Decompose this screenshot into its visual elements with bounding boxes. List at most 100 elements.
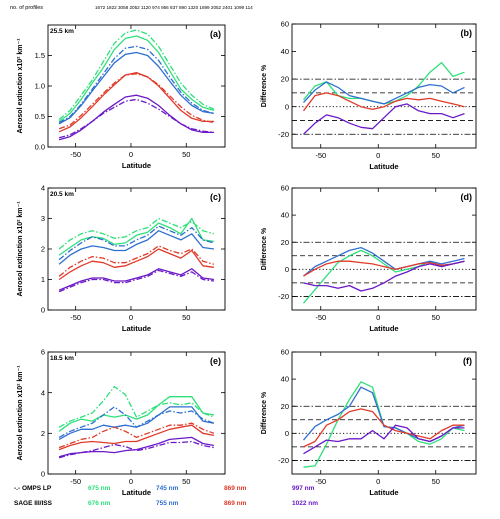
legend-instrument-label: -.- OMPS LP xyxy=(14,485,52,492)
y-tick-label: 4 xyxy=(41,184,45,193)
x-axis-label: Latitude xyxy=(369,324,398,333)
y-tick-label: 0 xyxy=(285,265,289,274)
x-tick-label: 50 xyxy=(432,477,440,486)
x-tick-label: 0 xyxy=(376,477,380,486)
y-tick-label: 0.0 xyxy=(35,143,45,152)
y-tick-label: 20 xyxy=(281,238,289,247)
x-tick-label: 0 xyxy=(376,313,380,322)
x-tick-label: -50 xyxy=(315,477,326,486)
y-tick-label: 20 xyxy=(281,75,289,84)
altitude-label: 18.5 km xyxy=(50,355,74,362)
x-tick-label: 0 xyxy=(129,313,133,322)
series-line-purple xyxy=(58,436,215,458)
series-line-blue xyxy=(58,406,215,440)
y-tick-label: 60 xyxy=(281,20,289,29)
y-tick-label: 2 xyxy=(41,245,45,254)
x-tick-label: -50 xyxy=(70,313,81,322)
y-tick-label: 40 xyxy=(281,211,289,220)
series-line-purple xyxy=(303,424,465,455)
x-axis-label: Latitude xyxy=(369,162,398,171)
x-tick-label: 0 xyxy=(129,477,133,486)
altitude-label: 25.5 km xyxy=(50,28,74,35)
series-line-purple xyxy=(58,94,214,141)
y-tick-label: 40 xyxy=(281,375,289,384)
y-tick-label: -20 xyxy=(278,130,289,139)
series-line-red xyxy=(58,245,215,277)
series-line-red xyxy=(58,73,215,130)
x-tick-label: 50 xyxy=(182,313,190,322)
x-tick-label: 50 xyxy=(432,313,440,322)
panels: -50 0 50 0.0 0.5 1.0 1.5 Latitude Aerosol extinc… xyxy=(17,20,477,497)
legend-item: 755 nm xyxy=(156,500,179,507)
series-line-blue xyxy=(58,406,215,438)
legend-item: 675 nm xyxy=(88,485,111,492)
legend-item: 997 nm xyxy=(292,485,315,492)
series-line-blue xyxy=(58,225,215,261)
plot-frame xyxy=(47,24,226,148)
series-line-green xyxy=(58,29,215,121)
y-tick-label: 40 xyxy=(281,47,289,56)
series-line-green xyxy=(58,396,215,432)
y-tick-label: -20 xyxy=(278,456,289,465)
y-axis-label: Aerosol extinction x10² km⁻¹ xyxy=(17,201,24,297)
panel-b: -50 0 50 -20 0 20 40 60 Latitude Difference % (b) xyxy=(261,20,477,171)
panel-label: (e) xyxy=(210,356,221,366)
series-line-green xyxy=(303,249,465,304)
y-tick-label: 60 xyxy=(281,348,289,357)
panel-label: (c) xyxy=(210,192,221,202)
y-tick-label: 0 xyxy=(41,306,45,315)
series-line-green xyxy=(58,35,215,122)
legend: -.- OMPS LP 675 nm 745 nm 869 nm 997 nm SAGE … xyxy=(14,485,318,507)
series-line-purple xyxy=(303,260,465,292)
plot-frame xyxy=(291,351,477,475)
x-tick-label: -50 xyxy=(70,150,81,159)
y-axis-label: Difference % xyxy=(261,227,268,270)
x-tick-label: -50 xyxy=(70,477,81,486)
y-tick-label: 1.0 xyxy=(35,82,45,91)
series-line-blue xyxy=(303,81,465,105)
plot-frame xyxy=(291,187,477,311)
series-line-purple xyxy=(58,268,214,291)
x-axis-label: Latitude xyxy=(122,324,151,333)
legend-instrument-label: SAGE III/ISS xyxy=(14,500,53,507)
panel-label: (a) xyxy=(210,29,221,39)
panel-label: (d) xyxy=(461,192,473,202)
y-axis-label: Aerosol extinction x10² km⁻¹ xyxy=(17,365,24,461)
series-line-red xyxy=(58,424,215,451)
x-tick-label: -50 xyxy=(315,313,326,322)
series-line-red xyxy=(58,422,215,449)
y-tick-label: 0 xyxy=(285,429,289,438)
series-line-blue xyxy=(58,51,215,125)
panel-d: -50 0 50 -20 0 20 40 60 Latitude Difference % (d) xyxy=(261,184,477,333)
y-tick-label: 1.5 xyxy=(35,51,45,60)
x-tick-label: 50 xyxy=(182,150,190,159)
profiles-label: no. of profiles xyxy=(10,5,43,11)
panel-f: -50 0 50 -20 0 20 40 60 Latitude Difference % (f) xyxy=(261,348,477,497)
panel-e: -50 0 50 0 2 4 6 Latitude Aerosol extinction x10… xyxy=(17,348,226,497)
series-line-red xyxy=(303,408,465,448)
plot-frame xyxy=(47,187,226,311)
panel-label: (f) xyxy=(463,356,472,366)
series-line-purple xyxy=(303,103,465,135)
y-tick-label: 60 xyxy=(281,184,289,193)
y-axis-label: Aerosol extinction x10² km⁻¹ xyxy=(17,38,24,134)
x-axis-label: Latitude xyxy=(122,161,151,170)
plot-frame xyxy=(291,23,477,149)
series-line-red xyxy=(58,71,214,133)
y-tick-label: 6 xyxy=(41,348,45,357)
y-tick-label: -20 xyxy=(278,292,289,301)
series-line-blue xyxy=(303,246,465,277)
series-line-green xyxy=(303,61,465,105)
legend-item: 869 nm xyxy=(224,485,247,492)
x-tick-label: 50 xyxy=(182,477,190,486)
y-tick-label: 1 xyxy=(41,275,45,284)
y-tick-label: 4 xyxy=(41,388,45,397)
series-line-green xyxy=(58,385,215,428)
y-tick-label: 20 xyxy=(281,402,289,411)
legend-item: 1022 nm xyxy=(292,500,318,507)
series-line-red xyxy=(303,260,465,277)
y-tick-label: 0.5 xyxy=(35,112,45,121)
x-tick-label: 0 xyxy=(376,151,380,160)
plot-frame xyxy=(47,351,226,475)
